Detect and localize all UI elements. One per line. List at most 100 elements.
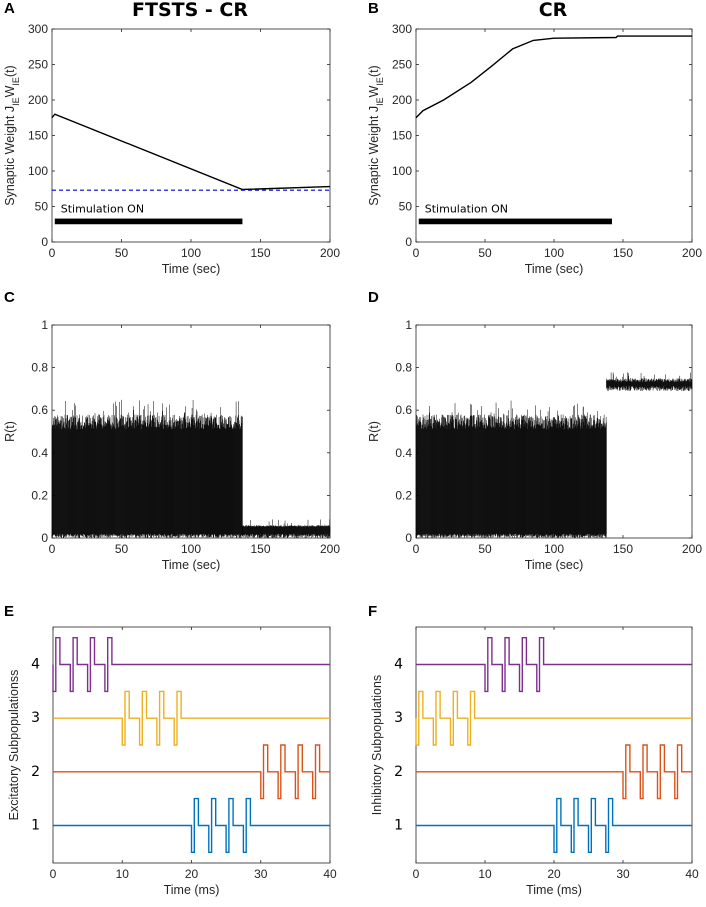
- x-tick-label: 200: [320, 542, 340, 556]
- x-tick-label: 20: [185, 867, 199, 881]
- pulse-train-1: [53, 797, 330, 853]
- x-axis-label: Time (sec): [162, 558, 221, 572]
- x-tick-label: 50: [478, 542, 492, 556]
- series-noise: [51, 399, 243, 538]
- x-axis-label: Time (sec): [162, 262, 221, 276]
- y-tick-label: 250: [28, 58, 48, 72]
- stimulation-bar: [418, 218, 612, 225]
- x-tick-label: 50: [115, 542, 129, 556]
- y-tick-label: 50: [35, 200, 49, 214]
- pulse-train-3: [415, 690, 692, 746]
- x-tick-label: 100: [181, 542, 201, 556]
- panel-E: E 0 10 20 30 40 1 2 3 4 Time (ms) Excitatory Subpop…: [4, 603, 337, 897]
- series-noise: [415, 400, 607, 538]
- x-tick-label: 20: [547, 867, 561, 881]
- y-tick-label: 150: [28, 129, 48, 143]
- panel-title: CR: [539, 0, 568, 21]
- x-axis-label: Time (ms): [164, 883, 220, 897]
- panel-letter: C: [4, 289, 15, 306]
- y-tick-label: 300: [28, 22, 48, 36]
- y-tick-label: 0: [41, 235, 48, 249]
- y-tick-label: 0.2: [31, 488, 48, 502]
- y-tick-label: 0.4: [395, 446, 412, 460]
- y-tick-label: 0.6: [395, 403, 412, 417]
- y-tick-label: 200: [392, 93, 412, 107]
- x-tick-label: 150: [613, 246, 633, 260]
- panel-C: C 0 50 100 150 200 0 0.2 0.4 0.6 0.8 1 Time (sec) R(t…: [3, 289, 340, 572]
- x-tick-label: 150: [250, 246, 270, 260]
- x-tick-label: 0: [50, 867, 57, 881]
- x-tick-label: 0: [49, 246, 56, 260]
- y-tick-label: 100: [392, 164, 412, 178]
- y-axis-label: Inhibitory Subpopulations: [370, 675, 384, 815]
- y-axis-label: Excitatory Subpopulationss: [7, 670, 21, 821]
- pulse-train-1: [416, 797, 692, 853]
- x-tick-label: 10: [116, 867, 130, 881]
- x-tick-label: 30: [616, 867, 630, 881]
- x-tick-label: 0: [413, 542, 420, 556]
- x-tick-label: 150: [613, 542, 633, 556]
- pulse-train-2: [416, 744, 692, 800]
- x-tick-label: 150: [250, 542, 270, 556]
- pulse-train-2: [53, 744, 330, 800]
- x-tick-label: 200: [320, 246, 340, 260]
- y-tick-label: 0.8: [31, 361, 48, 375]
- y-axis-label: Synaptic Weight JIEWIE(t): [367, 65, 385, 205]
- y-axis-label: Synaptic Weight JIEWIE(t): [3, 65, 21, 205]
- y-tick-label: 1: [31, 817, 40, 833]
- y-tick-label: 150: [392, 129, 412, 143]
- stimulation-bar: [54, 218, 243, 225]
- x-tick-label: 40: [323, 867, 337, 881]
- y-tick-label: 50: [399, 200, 413, 214]
- series-line: [415, 35, 692, 119]
- panel-D: D 0 50 100 150 200 0 0.2 0.4 0.6 0.8 1 Time (sec) R(t…: [367, 289, 702, 572]
- y-tick-label: 2: [31, 764, 40, 780]
- x-axis-label: Time (ms): [526, 883, 582, 897]
- panel-letter: E: [4, 603, 14, 620]
- panel-letter: B: [368, 0, 379, 17]
- pulse-train-4: [52, 637, 330, 693]
- stimulation-label: Stimulation ON: [61, 203, 144, 216]
- panel-A: A FTSTS - CR 0 50 100 150 200 0 50 100 150 200 250 30…: [3, 0, 340, 276]
- y-tick-label: 200: [28, 93, 48, 107]
- x-tick-label: 10: [478, 867, 492, 881]
- y-tick-label: 2: [394, 764, 403, 780]
- x-tick-label: 100: [181, 246, 201, 260]
- panel-letter: A: [4, 0, 15, 17]
- y-tick-label: 0: [405, 531, 412, 545]
- x-tick-label: 30: [254, 867, 268, 881]
- x-tick-label: 40: [685, 867, 699, 881]
- panel-letter: F: [368, 603, 377, 620]
- pulse-train-3: [53, 690, 330, 746]
- y-tick-label: 4: [394, 657, 403, 673]
- y-tick-label: 0: [405, 235, 412, 249]
- y-tick-label: 4: [31, 657, 40, 673]
- stimulation-label: Stimulation ON: [425, 203, 508, 216]
- x-tick-label: 100: [544, 542, 564, 556]
- y-axis-label: R(t): [367, 421, 381, 442]
- pulse-train-4: [416, 637, 692, 693]
- series-noise: [242, 519, 331, 538]
- y-tick-label: 1: [394, 817, 403, 833]
- x-tick-label: 50: [478, 246, 492, 260]
- y-tick-label: 1: [405, 318, 412, 332]
- y-tick-label: 0.4: [31, 446, 48, 460]
- y-axis-label: R(t): [3, 421, 17, 442]
- y-tick-label: 250: [392, 58, 412, 72]
- series-noise: [606, 372, 693, 391]
- y-tick-label: 0.6: [31, 403, 48, 417]
- y-tick-label: 3: [394, 710, 403, 726]
- x-tick-label: 0: [413, 867, 420, 881]
- y-tick-label: 0: [41, 531, 48, 545]
- x-tick-label: 200: [682, 542, 702, 556]
- x-tick-label: 0: [49, 542, 56, 556]
- panel-letter: D: [368, 289, 379, 306]
- x-tick-label: 200: [682, 246, 702, 260]
- panel-F: F 0 10 20 30 40 1 2 3 4 Time (ms) Inhibitory Subpop…: [368, 603, 699, 897]
- series-line: [51, 113, 331, 191]
- panel-title: FTSTS - CR: [132, 0, 248, 21]
- panel-B: B CR 0 50 100 150 200 0 50 100 150 200 250 300 Time (s…: [367, 0, 702, 276]
- x-axis-label: Time (sec): [525, 262, 584, 276]
- x-tick-label: 0: [413, 246, 420, 260]
